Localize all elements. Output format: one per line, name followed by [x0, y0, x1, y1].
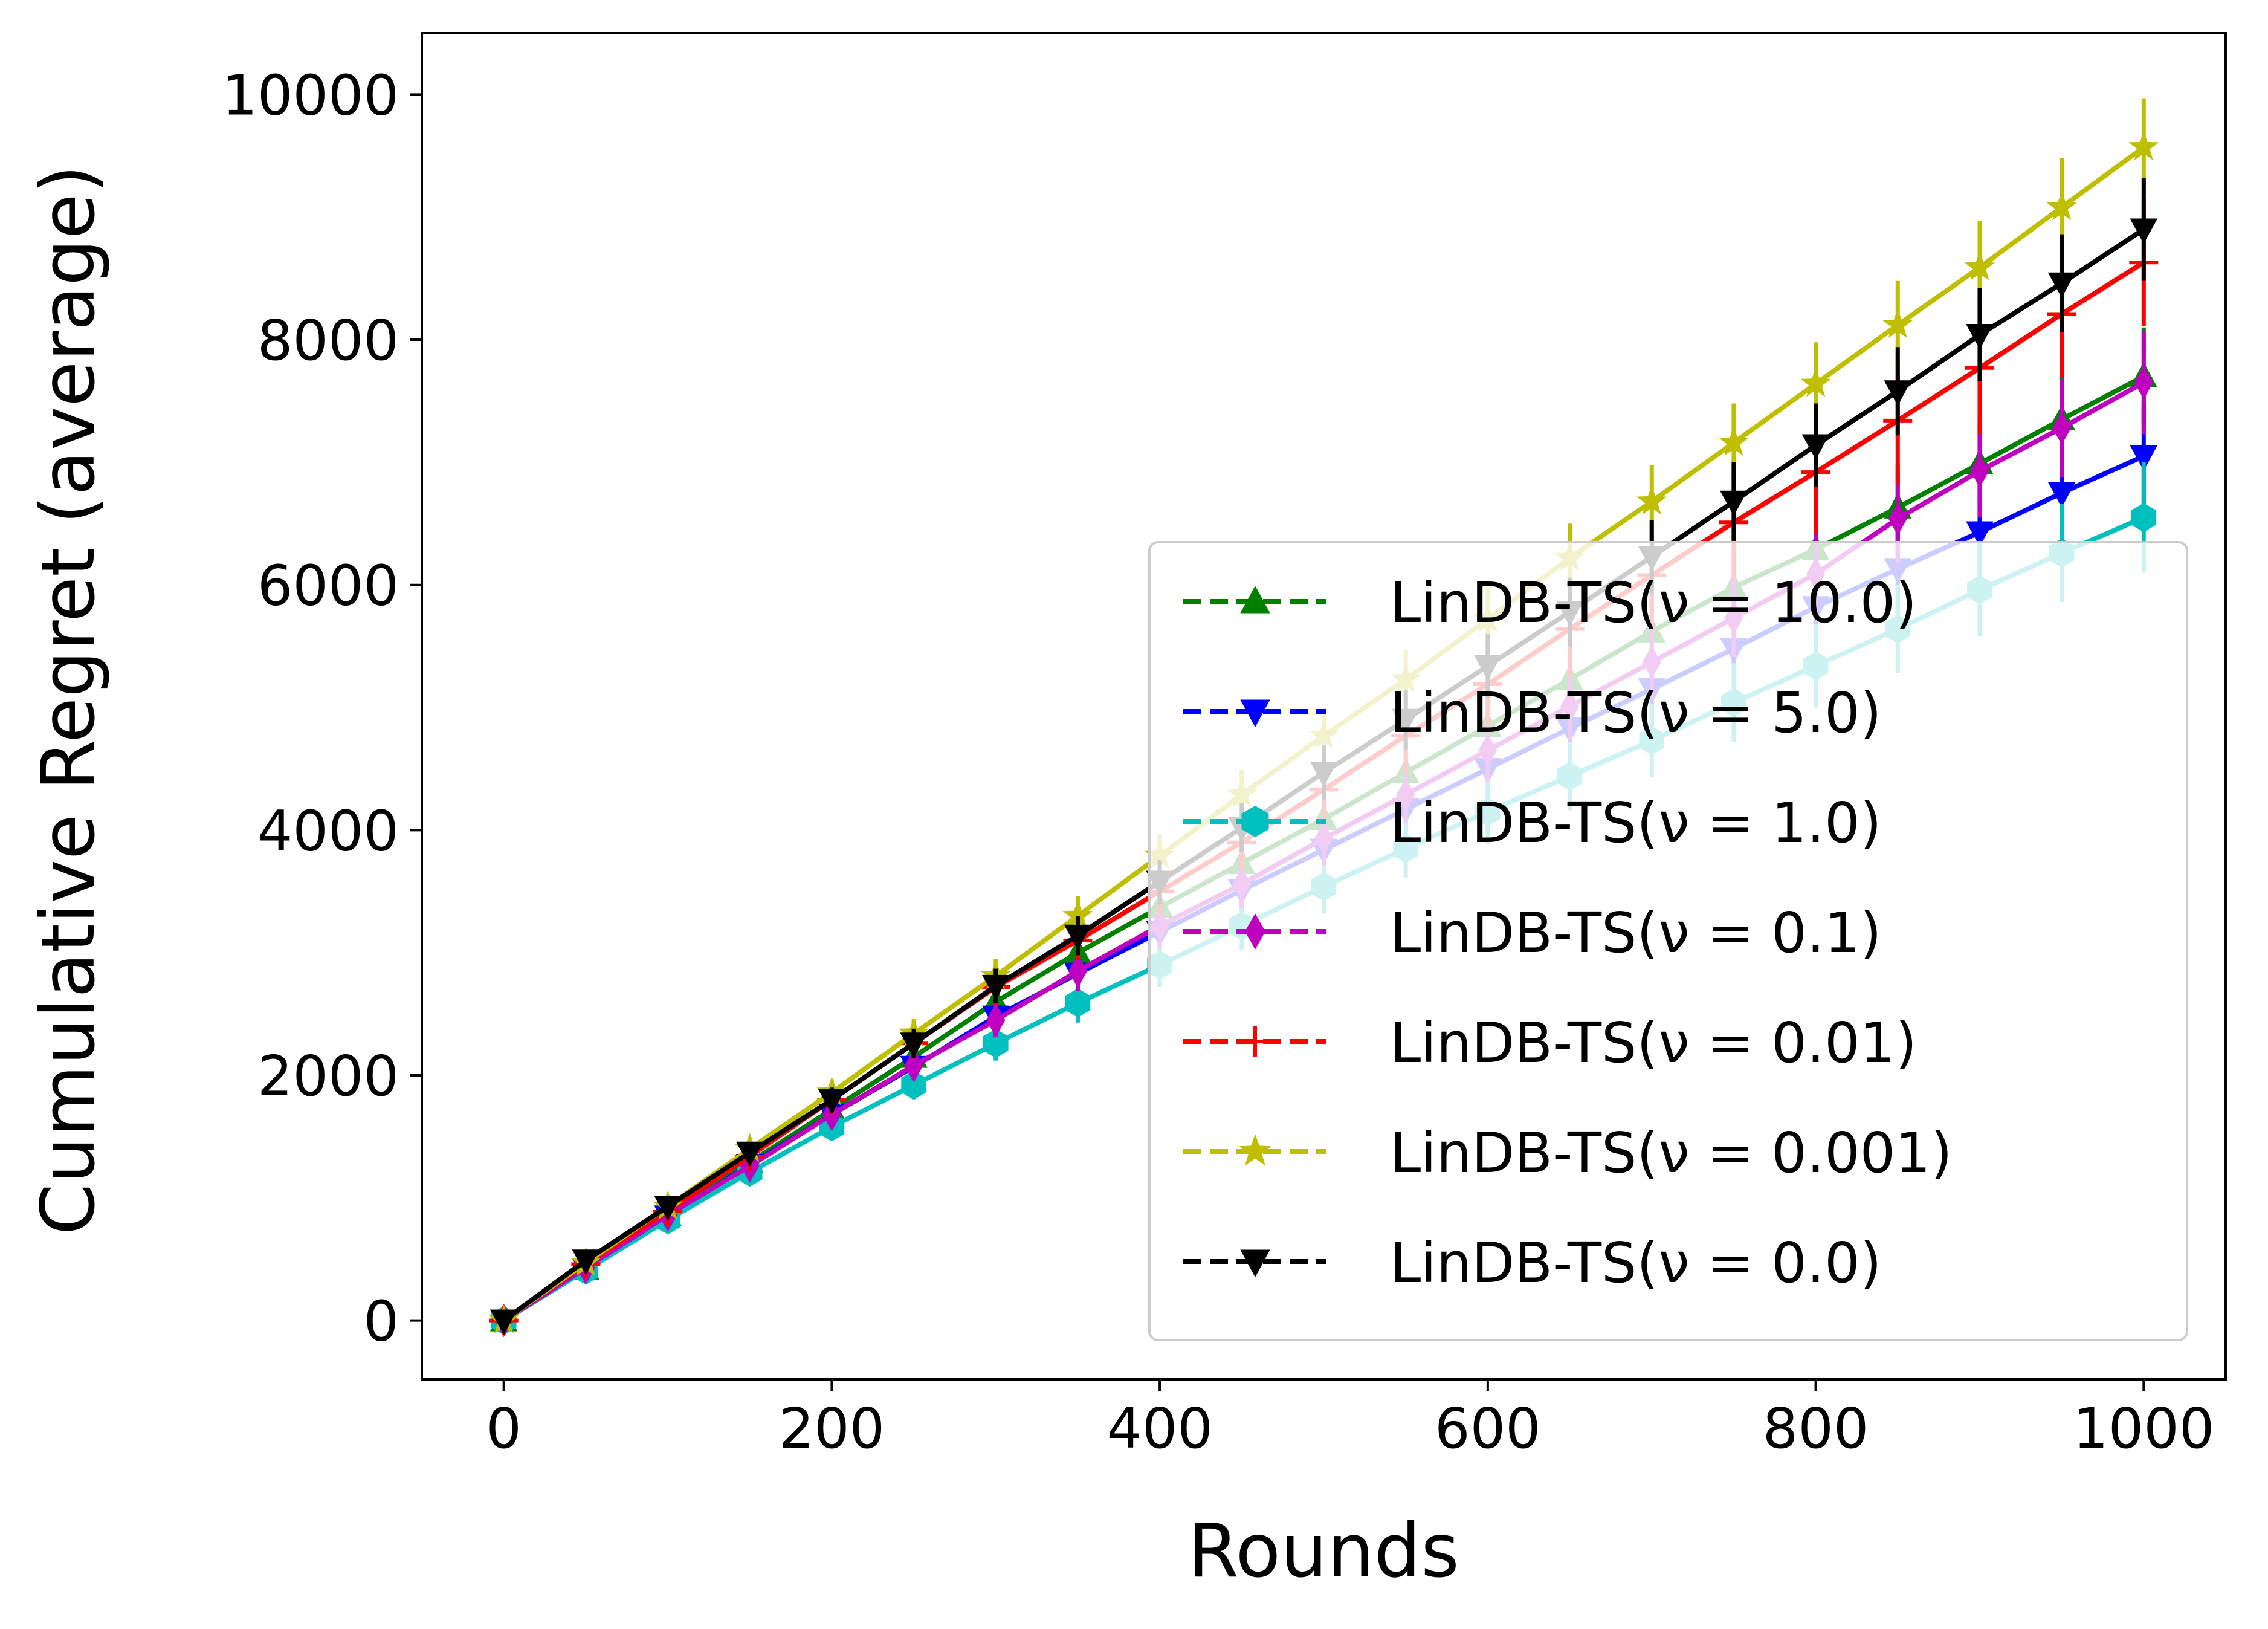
y-axis-title: Cumulative Regret (average) — [25, 165, 111, 1236]
legend-entry: LinDB-TS(ν = 0.01) — [1183, 1011, 1917, 1075]
legend-entry: LinDB-TS(ν = 0.001) — [1183, 1121, 1953, 1185]
data-point — [1068, 954, 1088, 988]
y-tick-label: 4000 — [257, 798, 399, 863]
data-point — [2128, 131, 2159, 160]
y-tick-label: 0 — [363, 1289, 399, 1354]
data-point — [1800, 368, 1831, 397]
data-point — [1636, 485, 1667, 515]
data-point — [2130, 445, 2158, 471]
legend-marker — [1241, 806, 1269, 837]
legend-marker — [1245, 913, 1265, 950]
x-tick-label: 1000 — [2073, 1396, 2214, 1461]
legend-label: LinDB-TS(ν = 0.01) — [1390, 1011, 1917, 1075]
legend-label: LinDB-TS(ν = 1.0) — [1390, 791, 1882, 855]
data-point — [1966, 521, 1994, 547]
legend: LinDB-TS(ν = 10.0) LinDB-TS(ν = 5.0) LinDB… — [1148, 541, 2188, 1341]
legend-marker — [1238, 1134, 1272, 1166]
legend-marker — [1239, 1026, 1271, 1057]
data-point — [2131, 503, 2157, 533]
data-point — [1718, 427, 1749, 456]
x-axis: 0 200 400 600 800 1000 — [486, 1379, 2214, 1461]
y-axis: 0 2000 4000 6000 8000 10000 — [222, 63, 422, 1354]
data-point — [735, 1141, 764, 1167]
legend-entry: LinDB-TS(ν = 1.0) — [1183, 791, 1882, 855]
data-point — [901, 1070, 926, 1100]
data-point — [1062, 899, 1093, 929]
data-point — [1966, 323, 1994, 349]
data-point — [1970, 454, 1989, 488]
legend-marker — [1240, 1249, 1270, 1277]
x-tick-label: 200 — [779, 1396, 885, 1461]
data-point — [1888, 502, 1907, 536]
data-point — [2047, 482, 2076, 508]
data-point — [900, 1032, 928, 1058]
legend-entry: LinDB-TS(ν = 10.0) — [1183, 571, 1917, 635]
legend-label: LinDB-TS(ν = 10.0) — [1390, 571, 1917, 635]
legend-entry: LinDB-TS(ν = 0.1) — [1183, 901, 1882, 965]
y-tick-label: 8000 — [257, 308, 399, 373]
legend-box — [1148, 541, 2188, 1341]
x-tick-label: 800 — [1763, 1396, 1869, 1461]
data-point — [818, 1089, 846, 1115]
data-point — [489, 1309, 518, 1335]
y-tick-label: 2000 — [257, 1044, 399, 1109]
data-point — [1964, 251, 1995, 280]
data-point — [2052, 411, 2072, 445]
data-point — [2134, 366, 2153, 400]
legend-entry: LinDB-TS(ν = 0.0) — [1183, 1231, 1882, 1295]
legend-marker — [1240, 586, 1270, 614]
data-point — [654, 1196, 682, 1222]
legend-label: LinDB-TS(ν = 0.001) — [1390, 1121, 1953, 1185]
data-point — [904, 1049, 923, 1083]
data-point — [986, 1003, 1006, 1037]
data-point — [1801, 434, 1830, 460]
legend-entry: LinDB-TS(ν = 5.0) — [1183, 681, 1882, 745]
data-point — [1720, 490, 1748, 516]
y-tick-label: 6000 — [257, 554, 399, 618]
data-point — [1064, 924, 1092, 950]
data-point — [1884, 380, 1912, 406]
data-point — [981, 974, 1010, 1000]
x-tick-label: 0 — [486, 1396, 522, 1461]
data-point — [1065, 988, 1091, 1018]
data-point — [2130, 218, 2158, 244]
data-point — [1882, 309, 1913, 338]
x-tick-label: 400 — [1107, 1396, 1213, 1461]
legend-marker — [1240, 699, 1270, 727]
data-point — [2047, 272, 2076, 298]
plot-frame — [421, 32, 2227, 1381]
x-axis-title: Rounds — [1187, 1508, 1459, 1594]
data-point — [572, 1249, 600, 1275]
legend-label: LinDB-TS(ν = 0.0) — [1390, 1231, 1882, 1295]
legend-label: LinDB-TS(ν = 0.1) — [1390, 901, 1882, 965]
data-point — [2046, 191, 2077, 221]
data-point — [983, 1029, 1009, 1058]
y-tick-label: 10000 — [222, 63, 399, 128]
data-point — [822, 1098, 842, 1132]
legend-label: LinDB-TS(ν = 5.0) — [1390, 681, 1882, 745]
x-tick-label: 600 — [1435, 1396, 1541, 1461]
